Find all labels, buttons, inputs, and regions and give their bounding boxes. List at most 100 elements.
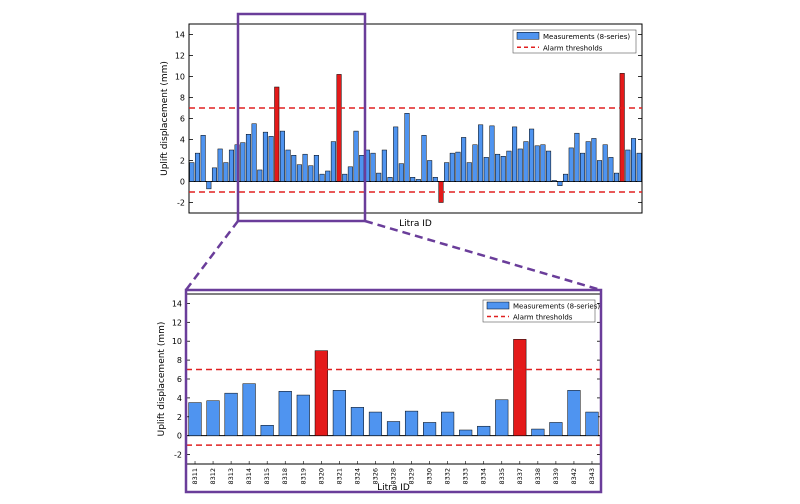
xtick-label: 8311	[191, 468, 199, 485]
xtick-label: 8312	[209, 468, 217, 485]
bar	[449, 152, 455, 182]
bar	[466, 162, 472, 182]
bar	[313, 155, 319, 182]
overview-ytick-label: 4	[180, 136, 185, 145]
xtick-label: 8319	[299, 468, 307, 485]
bar	[477, 425, 491, 436]
bar	[260, 425, 274, 436]
zoom-ytick-label: 2	[177, 413, 182, 422]
xtick-label: 8315	[263, 468, 271, 485]
bar	[568, 147, 574, 182]
bar	[296, 394, 310, 436]
xtick-label: 8337	[516, 468, 524, 485]
zoom-connector-left	[185, 220, 239, 291]
overview-ytick-label: 14	[175, 31, 185, 40]
bar	[279, 130, 285, 182]
bar-alarm	[619, 73, 625, 182]
bar	[636, 152, 642, 182]
bar	[489, 125, 495, 182]
bar	[625, 149, 631, 182]
xtick-label: 8313	[227, 468, 235, 485]
bar	[353, 130, 359, 182]
bar	[517, 148, 523, 182]
xtick-label: 8324	[353, 468, 361, 485]
bar	[459, 429, 473, 436]
bar	[302, 153, 308, 182]
bar	[540, 144, 546, 182]
overview-ytick-label: 8	[180, 94, 185, 103]
xtick-label: 8330	[426, 468, 434, 485]
bar	[308, 165, 314, 182]
overview-ytick-label: -2	[177, 199, 185, 208]
overview-ytick-label: 12	[175, 52, 185, 61]
bar	[546, 150, 552, 182]
bar	[585, 411, 599, 436]
bar	[478, 124, 484, 182]
zoom-legend-box	[482, 299, 596, 323]
bar	[194, 152, 201, 182]
xtick-label: 8333	[462, 468, 470, 485]
bar	[368, 411, 383, 436]
bar	[257, 169, 263, 182]
bar	[262, 131, 268, 182]
bar	[512, 126, 518, 182]
legend-swatch-measurements	[516, 32, 540, 40]
xtick-label: 8314	[245, 468, 253, 485]
bar	[585, 141, 591, 182]
xtick-label: 8321	[335, 468, 343, 485]
xtick-label: 8320	[317, 468, 325, 485]
bar	[223, 162, 229, 182]
zoom-panel-frame	[184, 288, 603, 494]
bar	[381, 149, 387, 182]
bar	[370, 152, 376, 182]
overview-legend-box	[512, 29, 637, 54]
xtick-label: 8329	[408, 468, 416, 485]
bar	[455, 151, 461, 182]
bar	[285, 149, 291, 182]
bar	[268, 136, 274, 182]
bar	[529, 128, 535, 182]
xtick-label: 8318	[281, 468, 289, 485]
zoom-connector-lines	[185, 219, 602, 292]
overview-ylabel: Uplift displacement (mm)	[160, 61, 170, 176]
bar-alarm	[513, 339, 527, 436]
bar	[500, 156, 506, 182]
overview-ytick-label: 6	[180, 115, 185, 124]
bar	[534, 145, 540, 182]
bar	[461, 137, 467, 182]
bar	[347, 166, 353, 182]
bar-alarm	[274, 86, 280, 182]
bar	[427, 160, 433, 182]
legend-swatch-measurements	[486, 301, 510, 310]
bar	[423, 422, 437, 436]
bar	[567, 390, 581, 436]
bar	[376, 172, 382, 182]
bar	[495, 153, 501, 182]
xtick-label: 8338	[534, 468, 542, 485]
bar	[441, 411, 455, 436]
zoom-ytick-label: 8	[177, 356, 182, 365]
zoom-ytick-label: -2	[174, 451, 182, 460]
bar	[444, 162, 450, 182]
bar	[472, 144, 478, 182]
bar	[291, 155, 297, 182]
bar	[523, 141, 529, 182]
bar	[189, 162, 195, 182]
zoom-ytick-label: 12	[172, 318, 182, 327]
bar	[319, 173, 325, 182]
bar	[242, 383, 256, 436]
bar	[608, 157, 614, 182]
bar	[404, 410, 419, 436]
bar-alarm	[314, 350, 328, 436]
bar	[506, 150, 512, 182]
zoom-selection-frame	[236, 12, 367, 223]
bar	[580, 152, 586, 182]
bar	[330, 141, 336, 182]
bar	[200, 135, 206, 182]
zoom-chart: -2 0 2 4 6 8 10 12 14 8311 8312 8313 8314 8315 8318 831…	[157, 288, 603, 494]
bar	[224, 392, 238, 436]
bar	[551, 180, 557, 182]
zoom-ytick-label: 0	[177, 432, 182, 441]
bar	[350, 407, 364, 436]
bar	[531, 428, 545, 436]
